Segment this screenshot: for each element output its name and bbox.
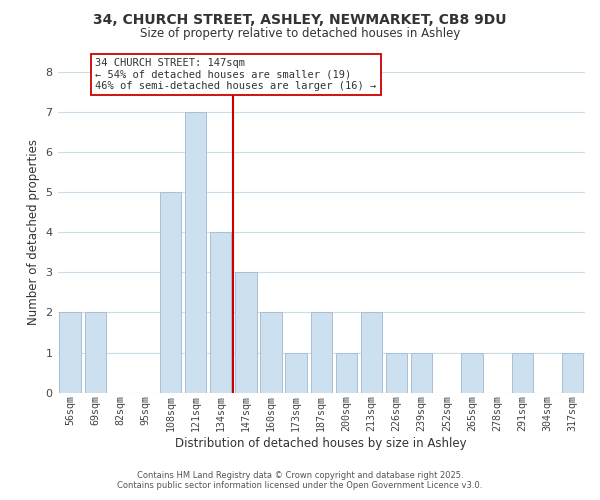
Bar xyxy=(235,272,257,392)
Bar xyxy=(361,312,382,392)
Bar xyxy=(286,352,307,393)
Text: Size of property relative to detached houses in Ashley: Size of property relative to detached ho… xyxy=(140,28,460,40)
Bar xyxy=(562,352,583,393)
Bar xyxy=(260,312,282,392)
Text: 34 CHURCH STREET: 147sqm
← 54% of detached houses are smaller (19)
46% of semi-d: 34 CHURCH STREET: 147sqm ← 54% of detach… xyxy=(95,58,376,91)
Bar xyxy=(160,192,181,392)
Text: Contains HM Land Registry data © Crown copyright and database right 2025.
Contai: Contains HM Land Registry data © Crown c… xyxy=(118,470,482,490)
Bar xyxy=(386,352,407,393)
Bar xyxy=(512,352,533,393)
Bar xyxy=(85,312,106,392)
Bar xyxy=(411,352,433,393)
Bar xyxy=(59,312,81,392)
Bar xyxy=(336,352,357,393)
Bar xyxy=(461,352,482,393)
Y-axis label: Number of detached properties: Number of detached properties xyxy=(27,140,40,326)
Text: 34, CHURCH STREET, ASHLEY, NEWMARKET, CB8 9DU: 34, CHURCH STREET, ASHLEY, NEWMARKET, CB… xyxy=(93,12,507,26)
Bar xyxy=(210,232,232,392)
Bar xyxy=(185,112,206,392)
X-axis label: Distribution of detached houses by size in Ashley: Distribution of detached houses by size … xyxy=(175,437,467,450)
Bar xyxy=(311,312,332,392)
